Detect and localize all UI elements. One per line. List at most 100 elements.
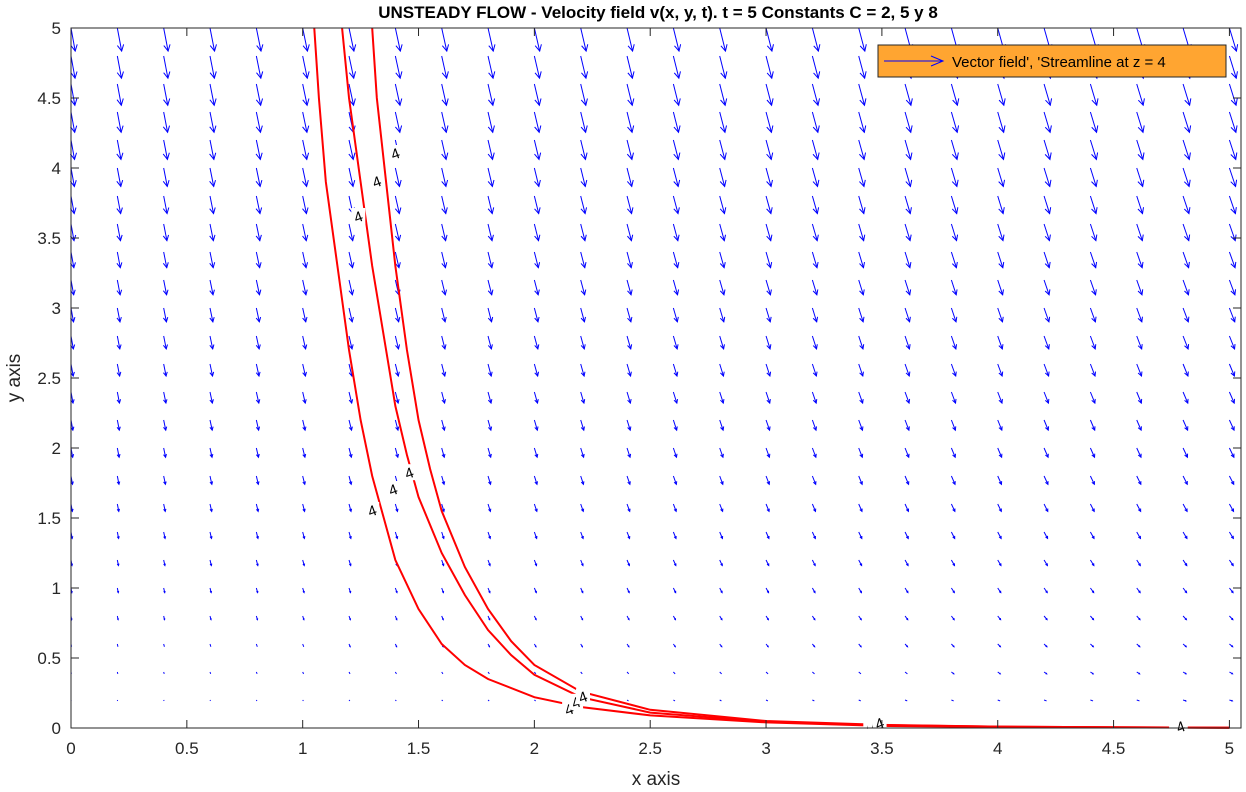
vector-arrow: [765, 139, 774, 161]
vector-arrow: [1229, 671, 1234, 675]
vector-arrow: [302, 167, 309, 188]
vector-arrow: [580, 251, 587, 269]
vector-arrow: [116, 447, 121, 459]
vector-arrow: [904, 503, 910, 513]
vector-arrow: [348, 335, 354, 351]
vector-arrow: [672, 195, 680, 215]
vector-arrow: [487, 307, 494, 323]
vector-arrow: [626, 55, 635, 80]
vector-arrow: [765, 587, 770, 594]
vector-arrow: [441, 363, 447, 378]
vector-arrow: [209, 335, 215, 351]
vector-arrow: [70, 111, 78, 134]
streamline-label-gap: [369, 173, 384, 189]
vector-arrow: [255, 363, 261, 378]
vector-arrow: [580, 391, 586, 405]
streamline-label-gap: [351, 208, 366, 224]
vector-arrow: [209, 671, 212, 675]
vector-arrow: [116, 307, 122, 323]
vector-arrow: [116, 251, 123, 269]
vector-arrow: [255, 531, 259, 540]
streamline-label-gap: [1173, 718, 1188, 735]
vector-arrow: [951, 643, 955, 648]
vector-arrow: [441, 559, 445, 567]
vector-arrow: [533, 335, 540, 350]
vector-arrow: [580, 195, 588, 215]
vector-arrow: [163, 27, 171, 53]
vector-arrow: [672, 83, 681, 107]
vector-arrow: [672, 279, 680, 296]
vector-arrow: [302, 27, 310, 53]
vector-arrow: [1089, 83, 1099, 107]
vector-arrow: [441, 587, 445, 594]
vector-arrow: [626, 587, 630, 594]
vector-arrow: [626, 167, 634, 188]
vector-arrow: [487, 391, 493, 405]
vector-arrow: [209, 699, 211, 702]
vector-arrow: [719, 447, 724, 459]
vector-arrow: [950, 251, 958, 269]
vector-arrow: [487, 699, 490, 702]
vector-arrow: [1182, 447, 1189, 459]
vector-arrow: [1228, 419, 1235, 432]
vector-arrow: [765, 419, 771, 432]
vector-arrow: [533, 55, 542, 80]
vector-arrow: [302, 503, 306, 513]
vector-arrow: [1182, 363, 1189, 378]
vector-arrow: [533, 27, 542, 53]
vector-arrow: [626, 559, 631, 567]
legend[interactable]: Vector field', 'Streamline at z = 4: [877, 44, 1227, 78]
vector-arrow: [533, 587, 537, 594]
vector-arrow: [997, 559, 1002, 567]
vector-arrow: [394, 195, 402, 215]
vector-arrow: [255, 167, 263, 188]
vector-arrow: [441, 55, 449, 80]
y-axis-label: y axis: [4, 354, 25, 403]
vector-arrow: [950, 111, 960, 134]
vector-arrow: [904, 699, 908, 702]
vector-arrow: [672, 55, 681, 80]
vector-arrow: [997, 307, 1004, 323]
x-tick-label: 4: [993, 739, 1002, 758]
vector-arrow: [765, 363, 772, 378]
vector-arrow: [904, 111, 913, 134]
vector-arrow: [672, 251, 680, 269]
vector-arrow: [626, 307, 633, 323]
vector-arrow: [1043, 447, 1049, 459]
vector-arrow: [302, 55, 310, 80]
vector-arrow: [719, 139, 727, 161]
vector-arrow: [209, 279, 215, 296]
y-tick-label: 5: [52, 19, 61, 38]
vector-arrow: [858, 223, 866, 242]
vector-arrow: [1043, 251, 1051, 269]
vector-arrow: [255, 587, 259, 594]
vector-arrow: [1089, 419, 1096, 432]
vector-arrow: [626, 83, 635, 107]
vector-arrow: [394, 503, 399, 513]
vector-arrow: [626, 531, 631, 540]
vector-arrow: [811, 167, 820, 188]
vector-arrow: [950, 531, 956, 540]
vector-arrow: [858, 615, 862, 621]
vector-arrow: [209, 475, 214, 486]
x-axis-label: x axis: [632, 769, 681, 790]
y-tick-label: 4: [52, 159, 61, 178]
vector-arrow: [209, 139, 217, 161]
vector-arrow: [209, 419, 214, 432]
vector-arrow: [997, 83, 1006, 107]
vector-arrow: [765, 223, 773, 242]
vector-arrow: [1089, 475, 1095, 486]
vector-arrow: [1182, 279, 1190, 296]
vector-arrow: [163, 587, 166, 594]
vector-arrow: [209, 391, 214, 405]
vector-arrow: [904, 335, 911, 350]
vector-arrow: [580, 223, 587, 242]
vector-arrow: [348, 447, 353, 459]
vector-arrow: [302, 111, 310, 134]
vector-arrow: [765, 643, 769, 648]
x-tick-label: 2: [530, 739, 539, 758]
vector-arrow: [1182, 195, 1191, 215]
vector-arrow: [487, 419, 493, 432]
vector-arrow: [1228, 251, 1237, 269]
vector-arrow: [302, 83, 310, 107]
